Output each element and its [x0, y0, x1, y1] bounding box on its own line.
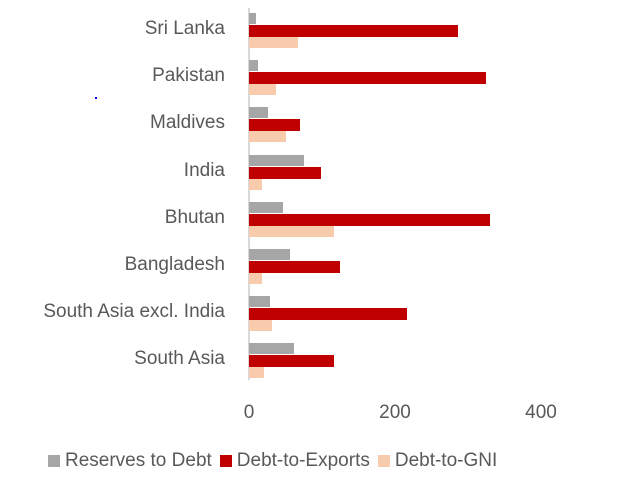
bar	[249, 367, 265, 379]
bar	[249, 37, 298, 48]
bar	[249, 343, 295, 355]
category-label: South Asia excl. India	[43, 301, 225, 323]
bar	[249, 84, 276, 96]
category-label: India	[183, 159, 225, 181]
bar	[249, 107, 268, 119]
bar	[249, 225, 335, 237]
legend-item: Reserves to Debt	[48, 450, 212, 472]
bar	[249, 320, 273, 332]
category-label: South Asia	[134, 348, 225, 370]
bar	[249, 154, 304, 166]
category-label: Bangladesh	[124, 254, 225, 275]
bar	[249, 25, 458, 37]
category-label: Bhutan	[164, 206, 225, 228]
x-tick-label: 0	[243, 402, 255, 423]
bar	[249, 166, 321, 179]
bar	[249, 131, 287, 143]
bar	[249, 60, 259, 72]
bar	[249, 72, 487, 85]
legend-label: Reserves to Debt	[65, 450, 212, 471]
category-label: Pakistan	[152, 65, 225, 87]
legend-label: Debt-to-Exports	[236, 450, 370, 471]
legend-swatch-icon	[377, 455, 390, 467]
legend-item: Debt-to-Exports	[219, 450, 370, 472]
bar	[249, 261, 341, 273]
category-label: Maldives	[150, 112, 225, 134]
category-label: Sri Lanka	[144, 18, 225, 39]
bar	[249, 308, 407, 321]
bar	[249, 355, 335, 368]
legend-item: Debt-to-GNI	[377, 450, 498, 472]
stray-dot	[95, 97, 97, 99]
bar	[249, 273, 263, 284]
x-tick-label: 200	[379, 402, 411, 423]
bar	[249, 201, 283, 213]
bar	[249, 296, 271, 308]
legend-swatch-icon	[48, 455, 60, 467]
x-tick-label: 400	[525, 402, 557, 423]
y-axis-line	[248, 8, 250, 380]
bar	[249, 213, 490, 226]
bar	[249, 13, 257, 24]
legend: Reserves to Debt Debt-to-Exports Debt-to-G…	[48, 450, 505, 472]
bar	[249, 249, 290, 260]
legend-label: Debt-to-GNI	[394, 450, 498, 471]
legend-swatch-icon	[219, 455, 232, 467]
bar	[249, 119, 301, 132]
bar	[249, 178, 263, 190]
